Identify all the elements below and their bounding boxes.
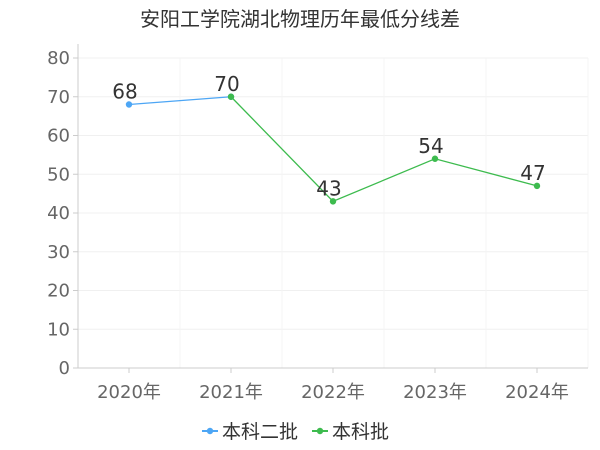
- y-tick-label: 70: [47, 87, 70, 108]
- x-tick-label: 2021年: [199, 382, 263, 403]
- data-label: 43: [316, 176, 341, 200]
- data-label: 70: [214, 72, 239, 96]
- data-label: 47: [520, 161, 545, 185]
- series-line-0: [128, 96, 232, 106]
- data-label: 54: [418, 134, 443, 158]
- data-label: 68: [112, 80, 137, 104]
- y-tick-label: 80: [47, 48, 70, 69]
- y-tick-label: 0: [59, 358, 70, 379]
- data-point[interactable]: [533, 182, 541, 190]
- x-tick-label: 2022年: [301, 382, 365, 403]
- data-point[interactable]: [227, 93, 235, 100]
- y-tick-label: 50: [47, 164, 70, 185]
- legend-marker: [206, 427, 214, 435]
- y-axis-ticks: 0 10 20 30 40 50 60 70 80: [47, 48, 78, 379]
- y-tick-label: 40: [47, 203, 70, 224]
- x-axis-ticks: 2020年 2021年 2022年 2023年 2024年: [97, 368, 569, 403]
- chart-title: 安阳工学院湖北物理历年最低分线差: [140, 7, 460, 31]
- series-group: [125, 93, 541, 205]
- x-tick-label: 2023年: [403, 382, 467, 403]
- legend-label: 本科二批: [222, 421, 298, 443]
- legend-item[interactable]: 本科二批: [202, 421, 298, 443]
- axes: [77, 44, 588, 369]
- data-point[interactable]: [329, 198, 337, 205]
- series-line-1: [230, 96, 538, 203]
- y-tick-label: 30: [47, 242, 70, 263]
- legend-item[interactable]: 本科批: [312, 421, 389, 443]
- y-tick-label: 10: [47, 319, 70, 340]
- data-point[interactable]: [431, 155, 439, 162]
- grid-lines: [77, 57, 589, 368]
- y-tick-label: 60: [47, 126, 70, 147]
- x-tick-label: 2020年: [97, 382, 161, 403]
- data-labels: 68 70 43 54 47: [112, 72, 545, 201]
- legend-label: 本科批: [332, 421, 389, 443]
- data-point[interactable]: [125, 101, 133, 108]
- legend[interactable]: 本科二批 本科批: [202, 421, 389, 443]
- y-tick-label: 20: [47, 281, 70, 302]
- legend-marker: [316, 427, 324, 435]
- x-tick-label: 2024年: [505, 382, 569, 403]
